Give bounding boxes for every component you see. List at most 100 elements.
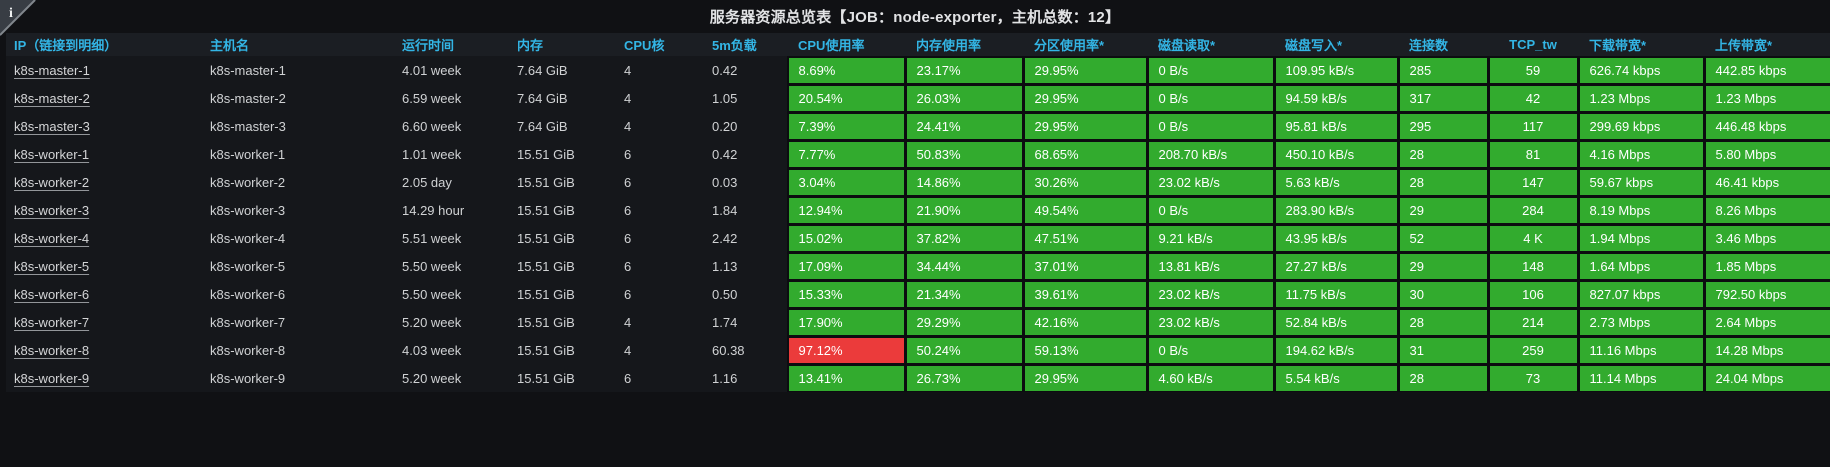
panel-info-icon[interactable]: i <box>0 0 36 36</box>
column-header-hostname[interactable]: 主机名 <box>210 38 250 53</box>
cell-cpu_usage: 7.77% <box>787 140 905 168</box>
cell-cpu_cores: 4 <box>624 314 632 330</box>
threshold-cell-ok: 26.73% <box>906 365 1022 391</box>
cell-memory: 15.51 GiB <box>517 258 575 274</box>
cell-disk_read: 0 B/s <box>1147 336 1274 364</box>
cell-tcp_tw: 147 <box>1488 168 1578 196</box>
ip-link[interactable]: k8s-worker-9 <box>14 370 90 386</box>
threshold-cell-ok: 24.04 Mbps <box>1705 365 1830 391</box>
ip-link[interactable]: k8s-master-3 <box>14 118 90 134</box>
column-header-load_5m[interactable]: 5m负载 <box>712 38 757 53</box>
cell-load_5m: 1.84 <box>712 202 738 218</box>
panel-title[interactable]: 服务器资源总览表【JOB：node-exporter，主机总数：12】 <box>709 9 1121 26</box>
cell-cpu_cores: 4 <box>624 90 632 106</box>
column-header-disk_write[interactable]: 磁盘写入* <box>1285 38 1343 53</box>
threshold-cell-ok: 59.67 kbps <box>1579 169 1703 195</box>
column-header-disk_read[interactable]: 磁盘读取* <box>1158 38 1216 53</box>
cell-partition_usage: 29.95% <box>1023 112 1147 140</box>
cell-connections: 28 <box>1398 140 1488 168</box>
cell-memory: 15.51 GiB <box>517 202 575 218</box>
threshold-cell-ok: 450.10 kB/s <box>1275 141 1397 167</box>
cell-upload_bw: 446.48 kbps <box>1704 112 1830 140</box>
cell-partition_usage: 29.95% <box>1023 364 1147 392</box>
cell-upload_bw: 8.26 Mbps <box>1704 196 1830 224</box>
ip-link[interactable]: k8s-worker-6 <box>14 286 90 302</box>
ip-link[interactable]: k8s-worker-7 <box>14 314 90 330</box>
column-header-memory[interactable]: 内存 <box>517 38 544 53</box>
threshold-cell-ok: 42.16% <box>1024 309 1146 335</box>
cell-hostname: k8s-worker-5 <box>210 258 286 274</box>
threshold-cell-ok: 8.26 Mbps <box>1705 197 1830 223</box>
cell-disk_write: 5.63 kB/s <box>1274 168 1398 196</box>
cell-cpu_cores: 6 <box>624 146 632 162</box>
column-header-partition_usage[interactable]: 分区使用率* <box>1034 38 1105 53</box>
cell-load_5m: 60.38 <box>712 342 745 358</box>
cell-uptime: 5.50 week <box>402 286 462 302</box>
ip-link[interactable]: k8s-master-2 <box>14 90 90 106</box>
column-header-ip[interactable]: IP（链接到明细） <box>14 38 118 53</box>
cell-disk_write: 5.54 kB/s <box>1274 364 1398 392</box>
threshold-cell-ok: 148 <box>1489 253 1577 279</box>
threshold-cell-ok: 59.13% <box>1024 337 1146 363</box>
table-row: k8s-master-3 k8s-master-3 6.60 week 7.64 Gi… <box>6 112 1830 140</box>
threshold-cell-ok: 3.46 Mbps <box>1705 225 1830 251</box>
threshold-cell-ok: 117 <box>1489 113 1577 139</box>
cell-tcp_tw: 59 <box>1488 56 1578 84</box>
column-header-uptime[interactable]: 运行时间 <box>402 38 455 53</box>
threshold-cell-ok: 9.21 kB/s <box>1148 225 1273 251</box>
threshold-cell-ok: 4.60 kB/s <box>1148 365 1273 391</box>
cell-ip: k8s-worker-8 <box>6 336 202 364</box>
cell-cpu_usage: 3.04% <box>787 168 905 196</box>
column-header-cpu_cores[interactable]: CPU核 <box>624 38 665 53</box>
ip-link[interactable]: k8s-worker-2 <box>14 174 90 190</box>
cell-cpu_cores: 4 <box>624 342 632 358</box>
ip-link[interactable]: k8s-worker-4 <box>14 230 90 246</box>
threshold-cell-ok: 73 <box>1489 365 1577 391</box>
cell-cpu_usage: 12.94% <box>787 196 905 224</box>
cell-memory: 15.51 GiB <box>517 370 575 386</box>
column-header-cpu_usage[interactable]: CPU使用率 <box>798 38 865 53</box>
ip-link[interactable]: k8s-worker-5 <box>14 258 90 274</box>
cell-disk_read: 23.02 kB/s <box>1147 280 1274 308</box>
cell-mem_usage: 34.44% <box>905 252 1023 280</box>
cell-hostname: k8s-worker-7 <box>210 314 286 330</box>
threshold-cell-ok: 214 <box>1489 309 1577 335</box>
cell-uptime: 14.29 hour <box>402 202 465 218</box>
cell-ip: k8s-master-1 <box>6 56 202 84</box>
column-header-mem_usage[interactable]: 内存使用率 <box>916 38 982 53</box>
cell-disk_read: 13.81 kB/s <box>1147 252 1274 280</box>
cell-download_bw: 1.64 Mbps <box>1578 252 1704 280</box>
threshold-cell-ok: 626.74 kbps <box>1579 57 1703 83</box>
ip-link[interactable]: k8s-worker-3 <box>14 202 90 218</box>
threshold-cell-ok: 8.19 Mbps <box>1579 197 1703 223</box>
table-row: k8s-worker-8 k8s-worker-8 4.03 week 15.51 G… <box>6 336 1830 364</box>
cell-cpu_cores: 4 <box>624 62 632 78</box>
threshold-cell-ok: 23.17% <box>906 57 1022 83</box>
ip-link[interactable]: k8s-worker-1 <box>14 146 90 162</box>
cell-disk_write: 283.90 kB/s <box>1274 196 1398 224</box>
threshold-cell-ok: 29.95% <box>1024 113 1146 139</box>
cell-partition_usage: 37.01% <box>1023 252 1147 280</box>
threshold-cell-ok: 317 <box>1399 85 1487 111</box>
cell-mem_usage: 37.82% <box>905 224 1023 252</box>
cell-ip: k8s-worker-2 <box>6 168 202 196</box>
ip-link[interactable]: k8s-master-1 <box>14 62 90 78</box>
column-header-tcp_tw[interactable]: TCP_tw <box>1509 37 1557 52</box>
cell-connections: 29 <box>1398 252 1488 280</box>
cell-hostname: k8s-worker-8 <box>210 342 286 358</box>
column-header-upload_bw[interactable]: 上传带宽* <box>1715 38 1773 53</box>
cell-disk_write: 95.81 kB/s <box>1274 112 1398 140</box>
cell-load_5m: 0.03 <box>712 174 738 190</box>
cell-connections: 31 <box>1398 336 1488 364</box>
cell-tcp_tw: 148 <box>1488 252 1578 280</box>
cell-tcp_tw: 81 <box>1488 140 1578 168</box>
cell-cpu_cores: 6 <box>624 174 632 190</box>
cell-mem_usage: 29.29% <box>905 308 1023 336</box>
column-header-download_bw[interactable]: 下载带宽* <box>1589 38 1647 53</box>
cell-load_5m: 0.50 <box>712 286 738 302</box>
threshold-cell-ok: 81 <box>1489 141 1577 167</box>
threshold-cell-ok: 1.64 Mbps <box>1579 253 1703 279</box>
column-header-connections[interactable]: 连接数 <box>1409 38 1449 53</box>
ip-link[interactable]: k8s-worker-8 <box>14 342 90 358</box>
cell-upload_bw: 1.23 Mbps <box>1704 84 1830 112</box>
